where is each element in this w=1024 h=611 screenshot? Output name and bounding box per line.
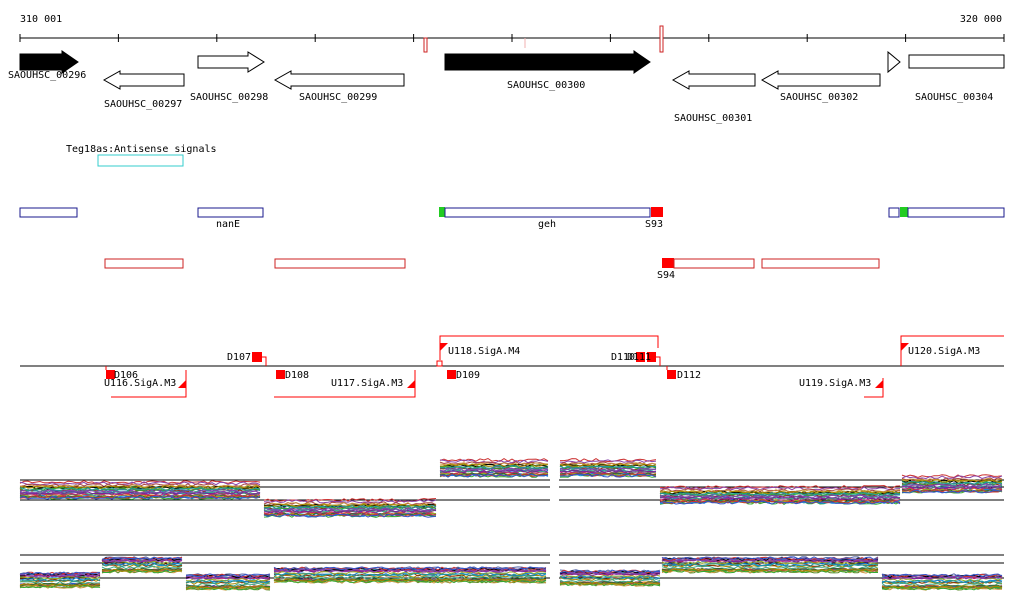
gene-arrow-00298[interactable] <box>197 51 265 73</box>
feature-box-nanE[interactable] <box>197 207 264 218</box>
expression-trace <box>19 464 1003 510</box>
green-marker <box>439 207 445 217</box>
red-marker-s94 <box>662 258 674 268</box>
gene-arrow-00303[interactable] <box>887 50 901 74</box>
expression-panel-top <box>19 440 1004 520</box>
expression-trace <box>19 562 1003 584</box>
red-marker-tick <box>423 37 428 53</box>
expression-trace <box>19 558 1003 580</box>
antisense-box[interactable] <box>97 154 184 167</box>
gene-box-00304[interactable] <box>908 54 1005 69</box>
expression-trace <box>19 473 1003 518</box>
feature-box[interactable] <box>274 258 406 269</box>
feature-box[interactable] <box>673 258 755 269</box>
expression-trace <box>19 560 1003 582</box>
feature-box[interactable] <box>907 207 1005 218</box>
coordinate-axis <box>19 25 1005 53</box>
gene-arrow-00300[interactable] <box>444 50 651 74</box>
expression-trace <box>19 467 1003 512</box>
gene-arrow-00299[interactable] <box>273 70 405 90</box>
feature-box[interactable] <box>104 258 184 269</box>
expression-trace <box>19 569 1003 591</box>
gene-arrow-00301[interactable] <box>671 70 756 90</box>
promoter-track <box>20 335 1004 398</box>
feature-track-blue <box>19 207 1005 218</box>
expression-trace <box>19 556 1003 578</box>
expression-trace <box>19 463 1003 508</box>
expression-trace <box>19 565 1003 587</box>
feature-box[interactable] <box>888 207 900 218</box>
gene-track <box>19 50 1005 90</box>
expression-trace <box>19 568 1003 589</box>
green-marker <box>900 207 908 217</box>
red-marker-s93 <box>651 207 663 217</box>
feature-box[interactable] <box>761 258 880 269</box>
expression-panel-bottom <box>19 545 1004 605</box>
feature-box-geh[interactable] <box>444 207 651 218</box>
axis-ticks <box>19 34 1005 42</box>
expression-trace <box>19 457 1003 503</box>
gene-arrow-00296[interactable] <box>19 50 79 74</box>
feature-box[interactable] <box>19 207 78 218</box>
gene-arrow-00297[interactable] <box>102 70 185 90</box>
feature-track-red <box>104 258 880 269</box>
expression-trace <box>19 465 1003 510</box>
red-marker-tick <box>659 25 664 53</box>
gene-arrow-00302[interactable] <box>760 70 881 90</box>
